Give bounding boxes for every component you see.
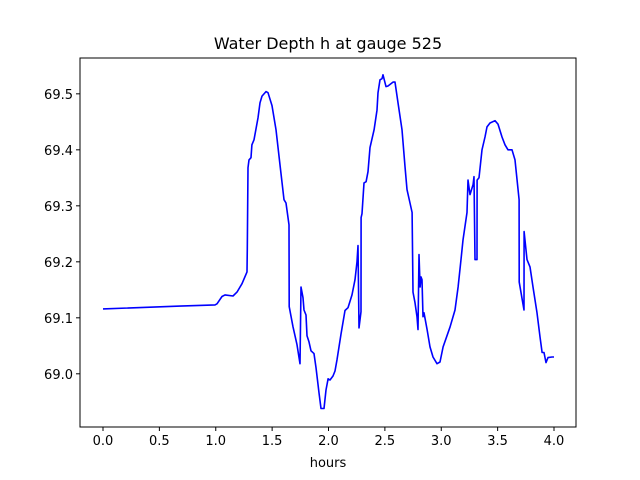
y-tick-label: 69.2 <box>44 256 73 271</box>
y-tick-label: 69.1 <box>44 312 73 327</box>
x-tick-label: 0.0 <box>93 434 114 449</box>
x-tick-label: 3.0 <box>431 434 452 449</box>
x-tick-label: 4.0 <box>544 434 565 449</box>
y-tick-label: 69.0 <box>44 368 73 383</box>
x-tick-label: 2.5 <box>375 434 396 449</box>
plot-frame <box>79 57 577 428</box>
x-tick-label: 3.5 <box>487 434 508 449</box>
chart-title: Water Depth h at gauge 525 <box>214 34 442 53</box>
y-tick-label: 69.5 <box>44 88 73 103</box>
series-line-h <box>102 74 554 410</box>
x-axis-label: hours <box>310 456 347 471</box>
x-tick-label: 1.5 <box>262 434 283 449</box>
x-tick-label: 2.0 <box>318 434 339 449</box>
y-tick-label: 69.4 <box>44 144 73 159</box>
y-tick-label: 69.3 <box>44 200 73 215</box>
y-axis-ticks: 69.0 69.1 69.2 69.3 69.4 69.5 <box>44 88 80 383</box>
x-tick-label: 0.5 <box>149 434 170 449</box>
x-tick-label: 1.0 <box>205 434 226 449</box>
x-axis-ticks: 0.0 0.5 1.0 1.5 2.0 2.5 3.0 3.5 4.0 <box>93 427 565 449</box>
